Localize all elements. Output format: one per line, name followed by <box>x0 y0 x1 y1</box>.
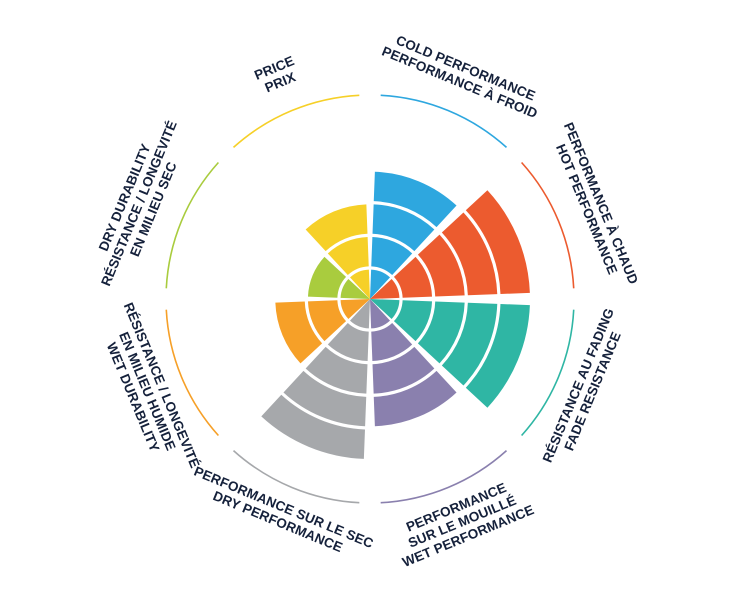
svg-text:PERFORMANCE SUR LE SEC: PERFORMANCE SUR LE SEC <box>192 464 376 552</box>
